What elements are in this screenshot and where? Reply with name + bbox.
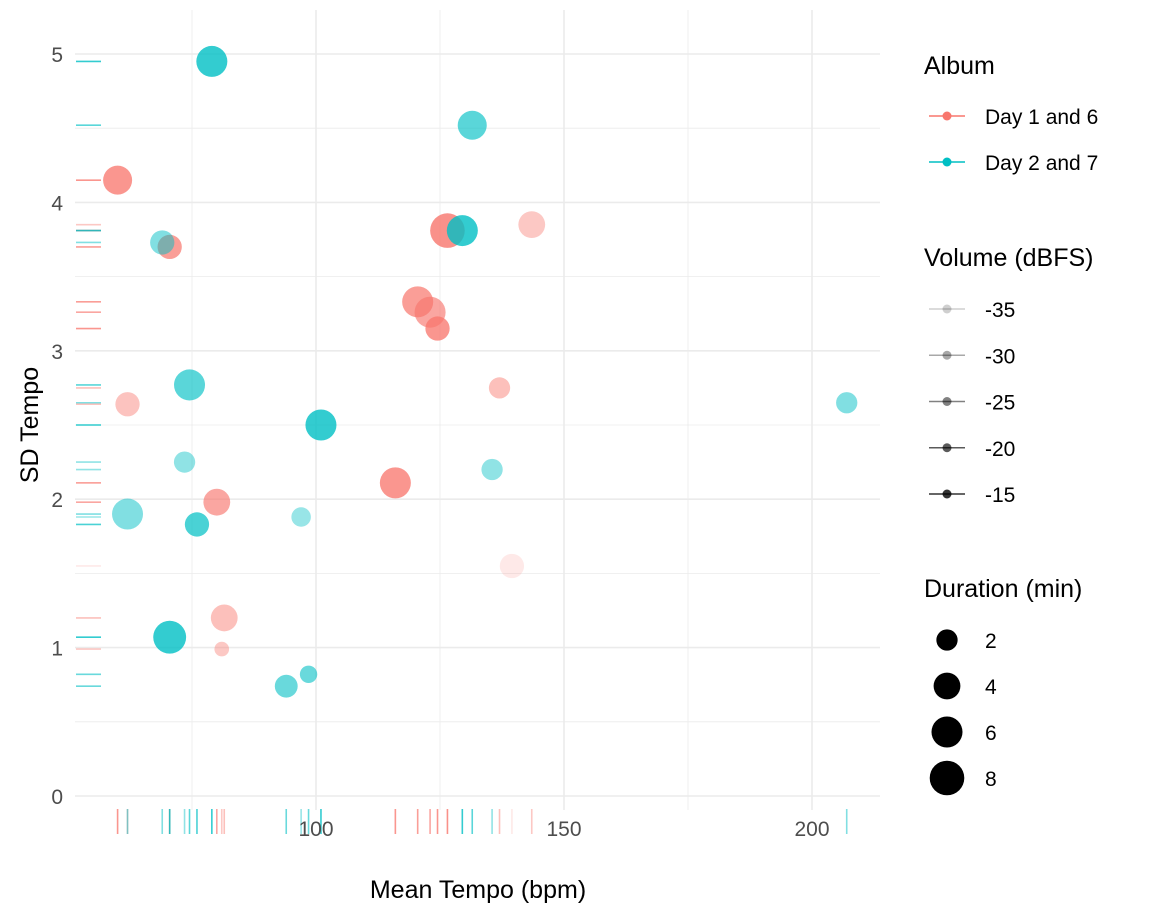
data-point [174, 369, 206, 401]
legend-duration-key-point [929, 760, 965, 796]
y-tick-label: 5 [51, 44, 63, 67]
legend-duration-entries: 2 4 6 8 [929, 629, 997, 796]
data-point [481, 458, 503, 481]
legend-duration-key-point [933, 672, 961, 700]
legend-duration-label: 6 [985, 722, 997, 745]
legend-volume: Volume (dBFS) -35 -30 -25 -20 -15 [924, 244, 1094, 507]
data-point [305, 409, 337, 441]
data-point [291, 507, 311, 527]
data-point [379, 467, 411, 499]
tick-labels: 100 150 200 0 1 2 3 4 5 [51, 44, 829, 841]
y-tick-label: 3 [51, 341, 63, 364]
data-point [499, 553, 525, 579]
data-point [836, 392, 858, 414]
y-tick-label: 2 [51, 489, 63, 512]
rug-y [76, 60, 101, 687]
legend-volume-key-point [942, 489, 952, 499]
data-point [173, 451, 196, 473]
legend-duration-title: Duration (min) [924, 575, 1082, 603]
data-point [425, 316, 450, 341]
data-point [153, 620, 187, 654]
data-points [103, 45, 858, 698]
y-axis-title: SD Tempo [16, 367, 44, 483]
data-point [518, 211, 546, 239]
data-point [115, 392, 140, 417]
legend-album-label: Day 1 and 6 [985, 106, 1098, 129]
legend: Album Day 1 and 6 Day 2 and 7 Volume (dBF… [924, 52, 1098, 796]
data-point [299, 665, 318, 684]
data-point [274, 674, 298, 698]
y-tick-label: 1 [51, 638, 63, 661]
data-point [157, 234, 182, 260]
legend-volume-label: -20 [985, 438, 1015, 461]
legend-duration-label: 2 [985, 630, 997, 653]
x-axis-title: Mean Tempo (bpm) [370, 876, 586, 904]
data-point [150, 230, 175, 255]
legend-volume-label: -25 [985, 392, 1015, 415]
data-point [184, 512, 210, 537]
legend-album-label: Day 2 and 7 [985, 152, 1098, 175]
y-tick-label: 0 [51, 786, 63, 809]
legend-volume-entries: -35 -30 -25 -20 -15 [929, 299, 1015, 507]
legend-volume-key-point [942, 304, 952, 314]
x-tick-label: 200 [794, 818, 829, 841]
legend-duration-label: 8 [985, 768, 997, 791]
legend-duration-label: 4 [985, 676, 997, 699]
legend-duration: Duration (min) 2 4 6 8 [924, 575, 1082, 796]
legend-volume-label: -15 [985, 484, 1015, 507]
legend-album-key-point [942, 111, 952, 121]
legend-album-title: Album [924, 52, 995, 80]
data-point [488, 377, 511, 399]
grid [75, 10, 880, 810]
data-point [103, 165, 133, 195]
x-tick-label: 100 [298, 818, 333, 841]
legend-duration-key-point [931, 716, 963, 748]
legend-album-key-point [942, 157, 952, 167]
data-point [196, 45, 228, 77]
legend-album-entries: Day 1 and 6 Day 2 and 7 [929, 106, 1098, 175]
x-tick-label: 150 [546, 818, 581, 841]
data-point [112, 498, 144, 530]
legend-duration-key-point [936, 629, 958, 651]
legend-volume-key-point [942, 397, 952, 406]
legend-album: Album Day 1 and 6 Day 2 and 7 [924, 52, 1098, 175]
legend-volume-title: Volume (dBFS) [924, 244, 1094, 272]
data-point [203, 488, 231, 516]
rug-x [116, 809, 848, 834]
data-point [210, 604, 238, 632]
legend-volume-label: -35 [985, 299, 1015, 322]
legend-volume-key-point [942, 443, 952, 453]
data-point [214, 641, 230, 657]
y-tick-label: 4 [51, 192, 63, 215]
data-point [457, 110, 487, 140]
legend-volume-label: -30 [985, 345, 1015, 368]
legend-volume-key-point [942, 350, 952, 360]
data-point [446, 215, 478, 247]
